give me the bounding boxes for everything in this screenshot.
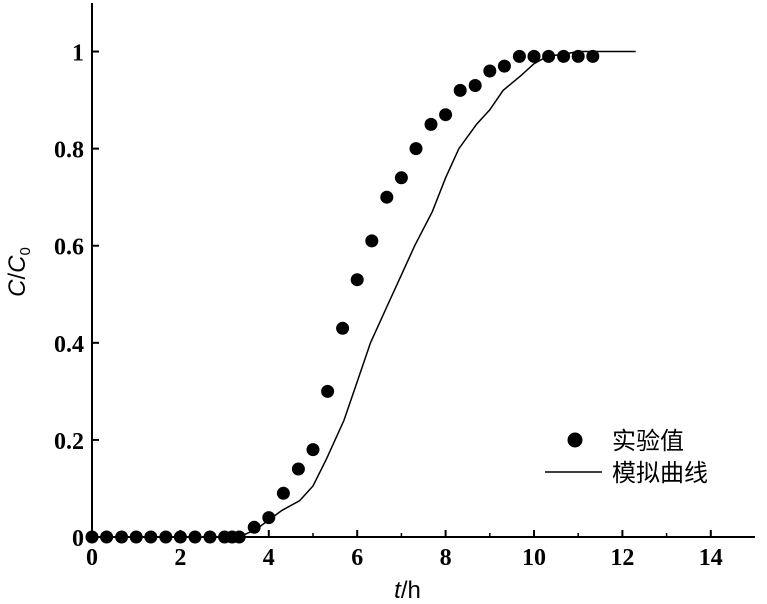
data-point-experimental (409, 142, 423, 156)
data-point-experimental (468, 79, 482, 92)
x-tick-label: 12 (610, 545, 634, 571)
data-point-experimental (424, 117, 438, 131)
legend-marker-experimental (567, 432, 583, 448)
data-point-experimental (247, 520, 261, 534)
data-point-experimental (262, 511, 276, 525)
data-point-experimental (497, 59, 511, 73)
data-point-experimental (557, 49, 571, 63)
y-tick-label: 0.6 (54, 235, 84, 261)
data-point-experimental (586, 49, 600, 63)
data-point-experimental (365, 234, 379, 248)
data-point-experimental (350, 273, 364, 287)
data-point-experimental (380, 190, 394, 204)
data-point-experimental (232, 530, 246, 544)
data-point-experimental (144, 530, 158, 544)
y-tick-label: 0 (72, 526, 84, 552)
y-axis-var: C (4, 279, 31, 297)
data-point-experimental (336, 321, 350, 335)
data-point-experimental (512, 49, 526, 63)
y-tick-label: 1 (72, 41, 84, 67)
data-point-experimental (203, 530, 217, 544)
y-tick-label: 0.8 (54, 138, 84, 164)
data-point-experimental (173, 530, 187, 544)
data-point-experimental (439, 108, 453, 122)
y-tick-label: 0.4 (54, 332, 84, 358)
legend-label-simulated: 模拟曲线 (612, 459, 708, 487)
data-point-experimental (100, 530, 114, 544)
x-tick-label: 14 (699, 545, 723, 571)
data-point-experimental (453, 83, 467, 97)
x-tick-label: 6 (351, 545, 363, 571)
x-tick-label: 2 (174, 545, 186, 571)
x-axis-unit: /h (401, 577, 421, 604)
data-point-experimental (394, 171, 408, 185)
data-point-experimental (85, 530, 99, 544)
data-point-experimental (129, 530, 143, 544)
x-tick-label: 0 (86, 545, 98, 571)
legend: 实验值 模拟曲线 (545, 427, 708, 487)
data-point-experimental (188, 530, 202, 544)
x-axis-title: t/h (394, 577, 421, 604)
x-tick-label: 8 (440, 545, 452, 571)
data-point-experimental (115, 530, 129, 544)
data-point-experimental (321, 384, 335, 398)
data-point-experimental (527, 49, 541, 63)
x-tick-label: 4 (263, 545, 275, 571)
y-axis-var2: C (4, 255, 31, 273)
y-axis-sep: / (4, 273, 31, 280)
y-tick-label: 0.2 (54, 429, 84, 455)
x-axis-var: t (394, 577, 402, 604)
data-point-experimental (291, 462, 305, 476)
data-point-experimental (276, 486, 290, 500)
y-axis-subscript: 0 (17, 247, 34, 255)
legend-label-experimental: 实验值 (612, 427, 684, 455)
data-point-experimental (159, 530, 173, 544)
data-point-experimental (571, 49, 585, 63)
plot-area (85, 49, 636, 544)
x-tick-label: 10 (522, 545, 546, 571)
data-point-experimental (483, 64, 497, 78)
ticks: 00.20.40.60.810 2 4 6 8 10 12 14 (54, 41, 723, 571)
y-axis-title: C/C0 (4, 247, 34, 297)
axes (91, 3, 755, 538)
data-point-experimental (306, 443, 320, 457)
series-line-simulated (92, 50, 636, 538)
data-point-experimental (542, 49, 556, 63)
